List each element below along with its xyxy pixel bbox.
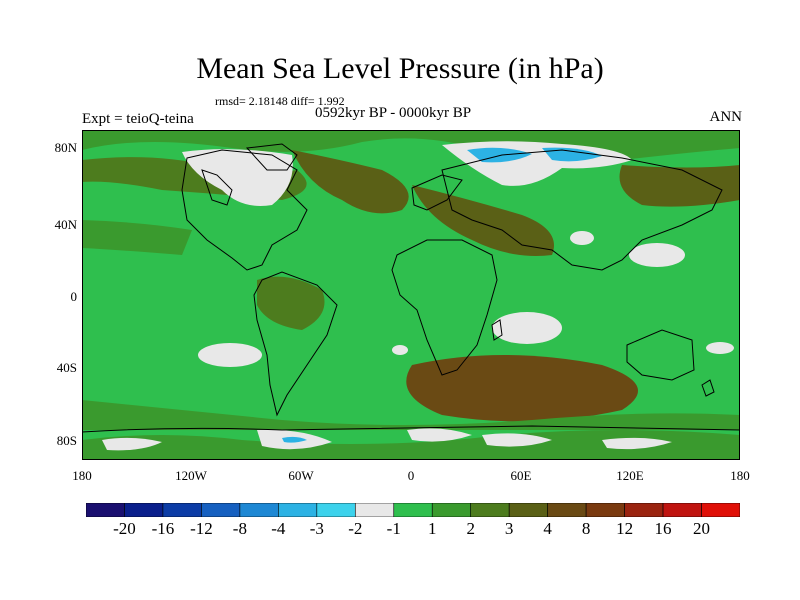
- colorbar-swatch: [624, 503, 664, 517]
- colorbar: [86, 503, 740, 517]
- colorbar-swatch: [278, 503, 318, 517]
- colorbar-swatch: [470, 503, 510, 517]
- colorbar-label: -1: [386, 519, 401, 538]
- lat-tick-label: 80S: [56, 433, 77, 448]
- lon-tick-label: 180: [72, 468, 92, 483]
- colorbar-swatch: [124, 503, 164, 517]
- period-label: 0592kyr BP - 0000kyr BP: [315, 105, 472, 121]
- experiment-label: Expt = teioQ-teina: [82, 111, 194, 127]
- lon-tick-label: 0: [407, 468, 415, 483]
- colorbar-swatch: [86, 503, 125, 517]
- colorbar-label: -16: [151, 519, 175, 538]
- colorbar-swatch: [431, 503, 472, 517]
- colorbar-swatch: [547, 503, 587, 517]
- lat-tick-label: 40N: [54, 217, 77, 232]
- colorbar-label: 2: [466, 519, 475, 538]
- lon-tick-label: 120W: [175, 468, 207, 483]
- lon-tick-label: 60W: [288, 468, 314, 483]
- lon-tick-label: 60E: [510, 468, 532, 483]
- colorbar-swatch: [508, 503, 548, 517]
- colorbar-label: 4: [543, 519, 552, 538]
- colorbar-label: -2: [348, 519, 363, 538]
- colorbar-label: 8: [581, 519, 591, 538]
- colorbar-label: 16: [654, 519, 672, 538]
- colorbar-swatch: [316, 503, 356, 517]
- colorbar-label: -8: [232, 519, 247, 538]
- colorbar-swatch: [354, 503, 395, 517]
- lon-tick-label: 180: [730, 468, 750, 483]
- season-label: ANN: [709, 109, 743, 125]
- colorbar-label: 12: [616, 519, 634, 538]
- lat-tick-label: 40S: [56, 360, 77, 375]
- colorbar-label: -4: [271, 519, 286, 538]
- colorbar-swatch: [662, 503, 702, 517]
- colorbar-label: 3: [504, 519, 514, 538]
- lon-tick-label: 120E: [616, 468, 644, 483]
- colorbar-swatch: [201, 503, 241, 517]
- colorbar-swatch: [701, 503, 740, 517]
- colorbar-swatch: [162, 503, 202, 517]
- lat-tick-label: 80N: [54, 140, 77, 155]
- pressure-map: [82, 130, 740, 460]
- colorbar-label: -3: [309, 519, 324, 538]
- negative-anomaly-patches: [102, 141, 734, 451]
- colorbar-swatch: [239, 503, 279, 517]
- lat-tick-label: 0: [70, 289, 78, 304]
- page-title: Mean Sea Level Pressure (in hPa): [196, 52, 604, 85]
- coastlines: [82, 143, 740, 433]
- colorbar-label: -12: [190, 519, 213, 538]
- colorbar-label: 1: [427, 519, 437, 538]
- colorbar-label: 20: [693, 519, 711, 538]
- colorbar-swatch: [585, 503, 625, 517]
- stats-text: rmsd= 2.18148 diff= 1.992: [215, 94, 345, 108]
- colorbar-label: -20: [113, 519, 136, 538]
- colorbar-swatch: [393, 503, 433, 517]
